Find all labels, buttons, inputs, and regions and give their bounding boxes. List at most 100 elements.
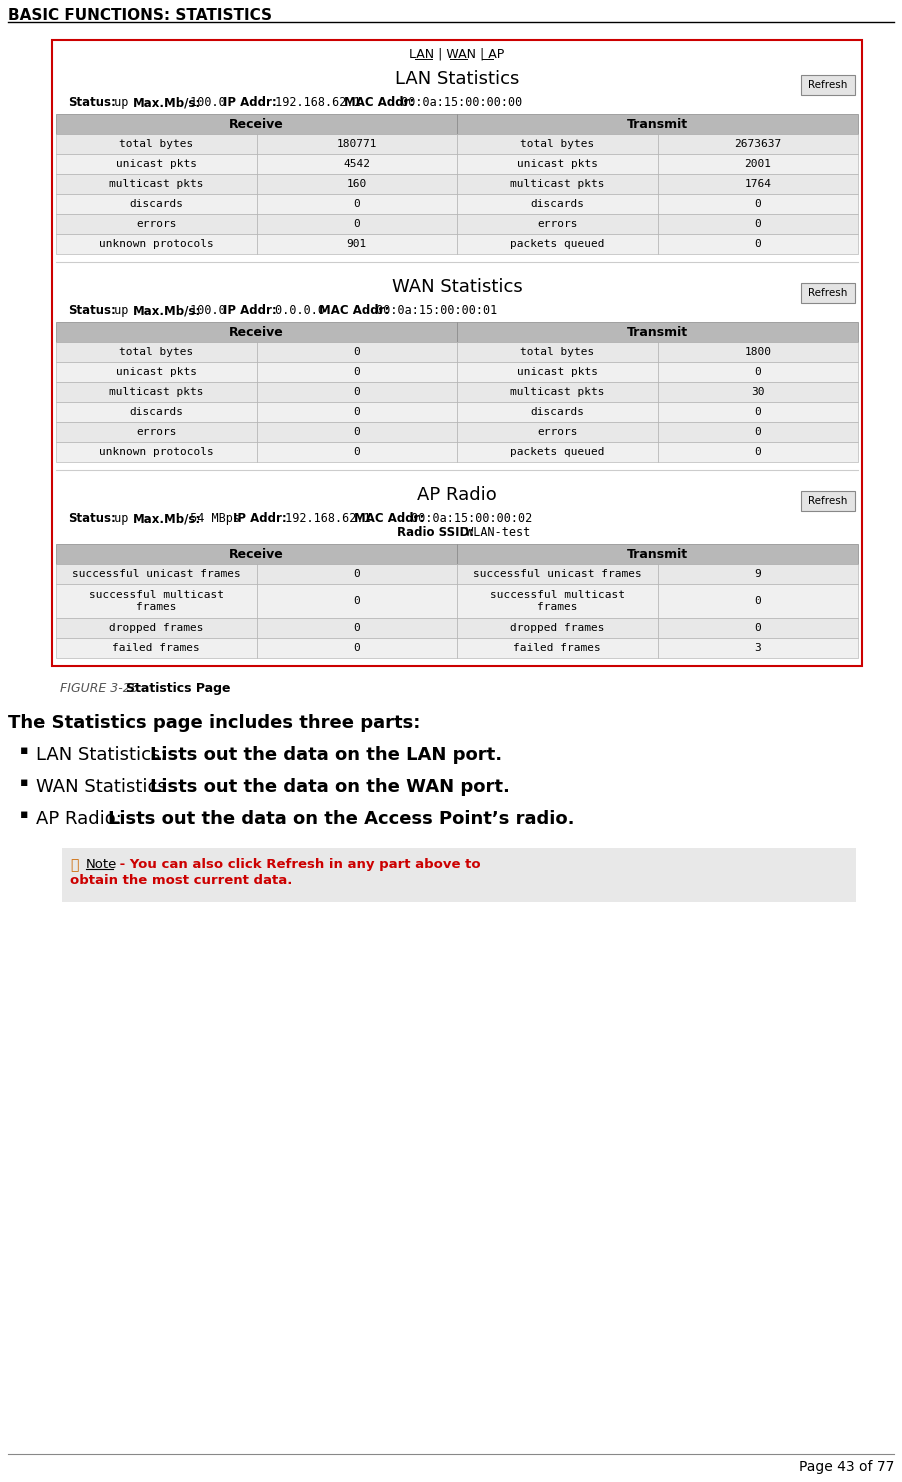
Text: multicast pkts: multicast pkts — [109, 179, 204, 190]
FancyBboxPatch shape — [256, 442, 457, 462]
FancyBboxPatch shape — [56, 194, 256, 213]
Text: Receive: Receive — [229, 547, 284, 560]
FancyBboxPatch shape — [457, 234, 658, 253]
FancyBboxPatch shape — [801, 283, 855, 302]
Text: 0: 0 — [754, 448, 761, 456]
Text: obtain the most current data.: obtain the most current data. — [70, 874, 292, 888]
Text: WAN Statistics: WAN Statistics — [391, 279, 522, 296]
Text: 0: 0 — [354, 408, 360, 416]
FancyBboxPatch shape — [56, 584, 256, 618]
FancyBboxPatch shape — [56, 402, 256, 422]
FancyBboxPatch shape — [658, 234, 858, 253]
Text: Lists out the data on the LAN port.: Lists out the data on the LAN port. — [151, 745, 502, 765]
Text: 901: 901 — [346, 239, 367, 249]
Text: Refresh: Refresh — [808, 496, 848, 505]
Text: multicast pkts: multicast pkts — [510, 179, 604, 190]
Text: discards: discards — [530, 199, 584, 209]
Text: successful unicast frames: successful unicast frames — [473, 569, 641, 579]
FancyBboxPatch shape — [457, 154, 658, 173]
Text: 0: 0 — [754, 596, 761, 606]
Text: 4542: 4542 — [344, 159, 370, 169]
FancyBboxPatch shape — [56, 322, 457, 342]
FancyBboxPatch shape — [256, 194, 457, 213]
FancyBboxPatch shape — [457, 422, 658, 442]
Text: 180771: 180771 — [336, 139, 377, 150]
Text: total bytes: total bytes — [119, 139, 193, 150]
FancyBboxPatch shape — [52, 40, 862, 665]
Text: AP Radio: AP Radio — [417, 486, 497, 504]
FancyBboxPatch shape — [256, 402, 457, 422]
Text: 0: 0 — [754, 408, 761, 416]
Text: Transmit: Transmit — [627, 117, 688, 130]
Text: up: up — [107, 511, 143, 525]
FancyBboxPatch shape — [457, 133, 658, 154]
Text: multicast pkts: multicast pkts — [510, 387, 604, 397]
FancyBboxPatch shape — [457, 194, 658, 213]
Text: unicast pkts: unicast pkts — [115, 368, 197, 376]
FancyBboxPatch shape — [658, 584, 858, 618]
FancyBboxPatch shape — [56, 213, 256, 234]
Text: MAC Addr:: MAC Addr: — [354, 511, 424, 525]
Text: Radio SSID:: Radio SSID: — [397, 526, 474, 539]
Text: successful multicast
frames: successful multicast frames — [88, 590, 224, 612]
Text: 0: 0 — [754, 622, 761, 633]
Text: 00:0a:15:00:00:02: 00:0a:15:00:00:02 — [404, 511, 532, 525]
Text: 0: 0 — [354, 387, 360, 397]
FancyBboxPatch shape — [256, 362, 457, 382]
Text: 0: 0 — [354, 569, 360, 579]
Text: errors: errors — [537, 427, 577, 437]
Text: IP Addr:: IP Addr: — [224, 96, 277, 110]
Text: 0.0.0.0: 0.0.0.0 — [268, 304, 339, 317]
FancyBboxPatch shape — [56, 114, 457, 133]
FancyBboxPatch shape — [658, 382, 858, 402]
Text: Max.Mb/s:: Max.Mb/s: — [133, 96, 201, 110]
Text: errors: errors — [136, 427, 177, 437]
Text: Status:: Status: — [68, 304, 115, 317]
Text: ▪: ▪ — [20, 808, 29, 821]
Text: up: up — [107, 96, 143, 110]
Text: 160: 160 — [346, 179, 367, 190]
Text: 2673637: 2673637 — [734, 139, 781, 150]
Text: IP Addr:: IP Addr: — [234, 511, 287, 525]
FancyBboxPatch shape — [56, 544, 457, 565]
Text: Statistics Page: Statistics Page — [126, 682, 231, 695]
Text: 0: 0 — [354, 622, 360, 633]
FancyBboxPatch shape — [457, 402, 658, 422]
Text: LAN | WAN | AP: LAN | WAN | AP — [410, 47, 504, 61]
FancyBboxPatch shape — [62, 848, 856, 903]
FancyBboxPatch shape — [658, 637, 858, 658]
Text: Note: Note — [86, 858, 117, 871]
Text: total bytes: total bytes — [119, 347, 193, 357]
Text: Refresh: Refresh — [808, 80, 848, 90]
Text: MAC Addr:: MAC Addr: — [318, 304, 389, 317]
Text: 0: 0 — [354, 643, 360, 654]
Text: 0: 0 — [354, 199, 360, 209]
FancyBboxPatch shape — [56, 442, 256, 462]
FancyBboxPatch shape — [56, 342, 256, 362]
Text: Receive: Receive — [229, 117, 284, 130]
Text: 📝: 📝 — [70, 858, 78, 871]
FancyBboxPatch shape — [658, 154, 858, 173]
FancyBboxPatch shape — [457, 362, 658, 382]
Text: AP Radio:: AP Radio: — [36, 811, 127, 828]
Text: ▪: ▪ — [20, 777, 29, 788]
Text: 0: 0 — [354, 347, 360, 357]
Text: 1800: 1800 — [744, 347, 771, 357]
FancyBboxPatch shape — [56, 234, 256, 253]
Text: IP Addr:: IP Addr: — [224, 304, 277, 317]
FancyBboxPatch shape — [457, 565, 658, 584]
FancyBboxPatch shape — [658, 194, 858, 213]
Text: discards: discards — [129, 199, 183, 209]
Text: BASIC FUNCTIONS: STATISTICS: BASIC FUNCTIONS: STATISTICS — [8, 7, 272, 24]
FancyBboxPatch shape — [658, 173, 858, 194]
FancyBboxPatch shape — [801, 491, 855, 511]
FancyBboxPatch shape — [457, 584, 658, 618]
Text: Max.Mb/s:: Max.Mb/s: — [133, 511, 201, 525]
Text: 54 MBps: 54 MBps — [183, 511, 254, 525]
FancyBboxPatch shape — [56, 154, 256, 173]
FancyBboxPatch shape — [56, 637, 256, 658]
FancyBboxPatch shape — [457, 544, 858, 565]
FancyBboxPatch shape — [658, 362, 858, 382]
Text: errors: errors — [537, 219, 577, 230]
Text: unicast pkts: unicast pkts — [115, 159, 197, 169]
